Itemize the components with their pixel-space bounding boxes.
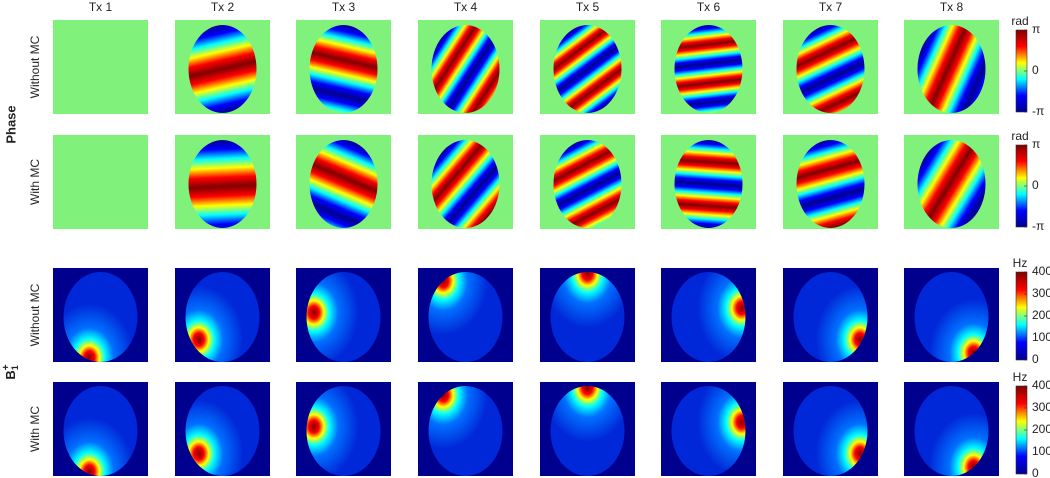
section-title: Phase xyxy=(3,105,18,143)
colorbar-tick-label: 300 xyxy=(1032,400,1050,414)
b1-brain xyxy=(306,272,381,362)
colorbar-tick-label: -π xyxy=(1032,104,1044,118)
colorbar-tick-label: 0 xyxy=(1032,352,1039,366)
colorbar-tick-label: 100 xyxy=(1032,330,1050,344)
phase-map xyxy=(53,20,148,114)
phase-brain xyxy=(188,25,257,113)
b1-brain xyxy=(671,386,746,476)
colorbar-unit: Hz xyxy=(1013,370,1028,384)
b1-brain xyxy=(671,272,746,362)
column-header: Tx 5 xyxy=(576,0,600,14)
column-header: Tx 1 xyxy=(89,0,113,14)
phase-brain xyxy=(674,25,743,113)
title-sup: + xyxy=(1,364,12,370)
colorbar-tick-label: 100 xyxy=(1032,444,1050,458)
phase-brain xyxy=(917,25,986,113)
b1-brain xyxy=(185,386,260,476)
column-header: Tx 3 xyxy=(332,0,356,14)
colorbar-tick-label: 200 xyxy=(1032,308,1050,322)
phase-brain xyxy=(309,25,378,113)
b1-brain xyxy=(185,272,260,362)
colorbar-unit: Hz xyxy=(1013,256,1028,270)
b1-brain xyxy=(550,386,625,476)
colorbar-tick-label: 400 xyxy=(1032,264,1050,278)
colorbar-unit: rad xyxy=(1011,14,1028,28)
b1-brain xyxy=(63,386,138,476)
colorbar-tick-label: π xyxy=(1032,137,1040,151)
phase-brain xyxy=(431,140,500,228)
phase-brain xyxy=(553,140,622,228)
title-base: B xyxy=(3,370,18,379)
b1-brain xyxy=(914,386,989,476)
b1-brain xyxy=(793,386,868,476)
phase-brain xyxy=(188,140,257,228)
b1-brain xyxy=(428,386,503,476)
colorbar-tick-label: 200 xyxy=(1032,422,1050,436)
column-header: Tx 8 xyxy=(940,0,964,14)
colorbar-tick-label: π xyxy=(1032,22,1040,36)
row-label: Without MC xyxy=(28,35,42,98)
colorbar-tick-label: -π xyxy=(1032,219,1044,233)
row-label: With MC xyxy=(28,406,42,452)
column-header: Tx 2 xyxy=(211,0,235,14)
column-header: Tx 4 xyxy=(454,0,478,14)
b1-brain xyxy=(306,386,381,476)
row-label: Without MC xyxy=(28,283,42,346)
phase-brain xyxy=(553,25,622,113)
b1-brain xyxy=(914,272,989,362)
section-title: B1+ xyxy=(1,364,21,379)
colorbar-tick-label: 300 xyxy=(1032,286,1050,300)
phase-brain xyxy=(309,140,378,228)
colorbar-unit: rad xyxy=(1011,129,1028,143)
column-header: Tx 6 xyxy=(697,0,721,14)
column-header: Tx 7 xyxy=(819,0,843,14)
b1-brain xyxy=(793,272,868,362)
b1-brain xyxy=(550,272,625,362)
b1-brain xyxy=(428,272,503,362)
phase-brain xyxy=(431,25,500,113)
colorbar-tick-label: 0 xyxy=(1032,63,1039,77)
phase-map xyxy=(53,135,148,229)
colorbar-tick-label: 0 xyxy=(1032,466,1039,478)
phase-brain xyxy=(796,25,865,113)
phase-brain xyxy=(674,140,743,228)
colorbar-tick-label: 400 xyxy=(1032,378,1050,392)
title-sub: 1 xyxy=(10,365,20,370)
phase-brain xyxy=(917,140,986,228)
colorbar-tick-label: 0 xyxy=(1032,178,1039,192)
phase-brain xyxy=(796,140,865,228)
b1-brain xyxy=(63,272,138,362)
row-label: With MC xyxy=(28,159,42,205)
